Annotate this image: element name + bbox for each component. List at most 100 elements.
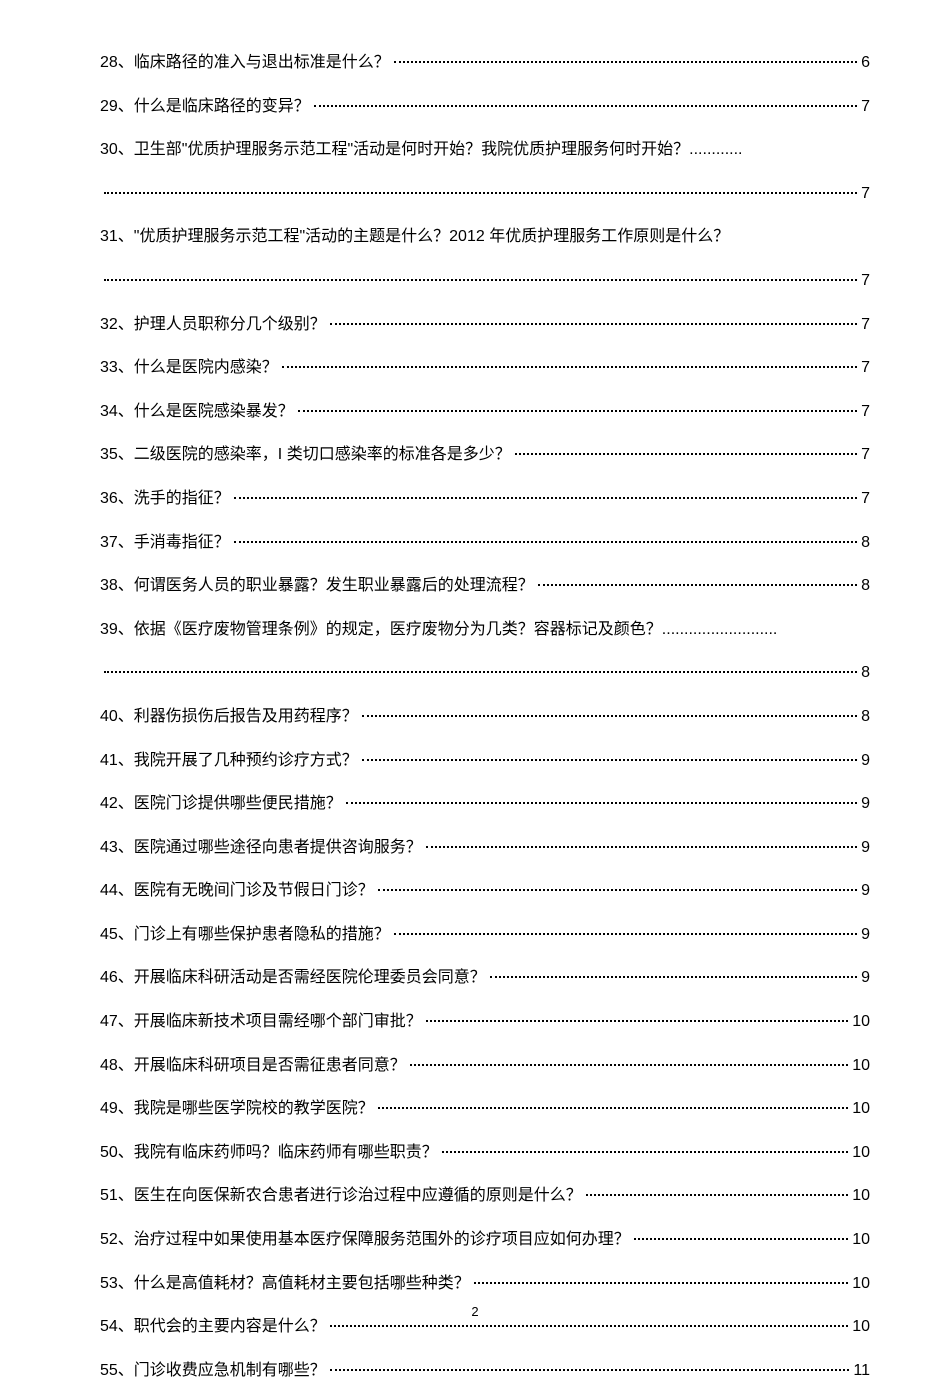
toc-leader-dots [282, 366, 857, 368]
toc-leader-dots [362, 759, 857, 761]
toc-text: 45、门诊上有哪些保护患者隐私的措施？ [100, 922, 390, 948]
toc-leader-dots [378, 1107, 848, 1109]
toc-leader-dots [234, 497, 857, 499]
toc-page: 7 [861, 181, 870, 207]
toc-text: 42、医院门诊提供哪些便民措施？ [100, 791, 342, 817]
toc-leader-dots [298, 410, 857, 412]
toc-entry: 28、临床路径的准入与退出标准是什么？6 [100, 50, 870, 76]
toc-page: 9 [861, 922, 870, 948]
toc-entry-multiline: 30、卫生部"优质护理服务示范工程"活动是何时开始？我院优质护理服务何时开始？.… [100, 137, 870, 206]
toc-entry: 49、我院是哪些医学院校的教学医院？ 10 [100, 1096, 870, 1122]
toc-page: 7 [861, 399, 870, 425]
toc-continuation: 7 [100, 181, 870, 207]
toc-text: 38、何谓医务人员的职业暴露？发生职业暴露后的处理流程？ [100, 573, 534, 599]
toc-entry: 44、医院有无晚间门诊及节假日门诊？ 9 [100, 878, 870, 904]
toc-entry: 32、护理人员职称分几个级别？7 [100, 312, 870, 338]
toc-page: 11 [853, 1358, 870, 1383]
toc-leader-dots [426, 1020, 848, 1022]
toc-page: 9 [861, 748, 870, 774]
toc-text: 29、什么是临床路径的变异？ [100, 94, 310, 120]
toc-entry: 38、何谓医务人员的职业暴露？发生职业暴露后的处理流程？8 [100, 573, 870, 599]
toc-page: 9 [861, 878, 870, 904]
toc-leader-dots [394, 61, 857, 63]
toc-page: 8 [861, 660, 870, 686]
toc-entry: 51、医生在向医保新农合患者进行诊治过程中应遵循的原则是什么？ 10 [100, 1183, 870, 1209]
toc-page: 10 [852, 1314, 870, 1340]
toc-entry: 34、什么是医院感染暴发？ 7 [100, 399, 870, 425]
toc-page: 9 [861, 835, 870, 861]
toc-entry: 35、二级医院的感染率，I 类切口感染率的标准各是多少？ 7 [100, 442, 870, 468]
toc-text: 43、医院通过哪些途径向患者提供咨询服务？ [100, 835, 422, 861]
toc-entry: 55、门诊收费应急机制有哪些？ 11 [100, 1358, 870, 1383]
toc-page: 7 [861, 268, 870, 294]
toc-container: 28、临床路径的准入与退出标准是什么？6 29、什么是临床路径的变异？ 7 30、卫生… [100, 50, 870, 1383]
toc-page: 10 [852, 1271, 870, 1297]
toc-leader-dots [234, 541, 857, 543]
toc-text: 51、医生在向医保新农合患者进行诊治过程中应遵循的原则是什么？ [100, 1183, 582, 1209]
toc-entry: 41、我院开展了几种预约诊疗方式？ 9 [100, 748, 870, 774]
toc-entry: 40、利器伤损伤后报告及用药程序？8 [100, 704, 870, 730]
toc-text: 41、我院开展了几种预约诊疗方式？ [100, 748, 358, 774]
toc-entry: 36、洗手的指征？7 [100, 486, 870, 512]
toc-entry-multiline: 31、"优质护理服务示范工程"活动的主题是什么？2012 年优质护理服务工作原则… [100, 224, 870, 293]
toc-leader-dots [515, 453, 857, 455]
toc-page: 10 [852, 1227, 870, 1253]
toc-leader-dots [490, 976, 857, 978]
toc-entry: 37、手消毒指征？8 [100, 530, 870, 556]
toc-leader-dots [426, 846, 857, 848]
toc-page: 7 [861, 486, 870, 512]
toc-continuation: 7 [100, 268, 870, 294]
toc-text: 52、治疗过程中如果使用基本医疗保障服务范围外的诊疗项目应如何办理？ [100, 1227, 630, 1253]
toc-page: 10 [852, 1053, 870, 1079]
toc-leader-dots [474, 1282, 848, 1284]
toc-leader-dots [442, 1151, 848, 1153]
toc-continuation: 8 [100, 660, 870, 686]
toc-leader-dots [410, 1064, 848, 1066]
toc-page: 9 [861, 791, 870, 817]
toc-page: 10 [852, 1183, 870, 1209]
toc-text: 35、二级医院的感染率，I 类切口感染率的标准各是多少？ [100, 442, 511, 468]
toc-entry-multiline: 39、依据《医疗废物管理条例》的规定，医疗废物分为几类？容器标记及颜色？....… [100, 617, 870, 686]
toc-page: 8 [861, 704, 870, 730]
toc-text: 55、门诊收费应急机制有哪些？ [100, 1358, 326, 1383]
toc-entry: 45、门诊上有哪些保护患者隐私的措施？ 9 [100, 922, 870, 948]
toc-text: 49、我院是哪些医学院校的教学医院？ [100, 1096, 374, 1122]
toc-entry: 48、开展临床科研项目是否需征患者同意？ 10 [100, 1053, 870, 1079]
toc-entry: 50、我院有临床药师吗？临床药师有哪些职责？10 [100, 1140, 870, 1166]
toc-leader-dots [378, 889, 857, 891]
toc-entry: 54、职代会的主要内容是什么？10 [100, 1314, 870, 1340]
toc-page: 9 [861, 965, 870, 991]
toc-entry: 29、什么是临床路径的变异？ 7 [100, 94, 870, 120]
toc-leader-dots [104, 279, 857, 281]
toc-page: 8 [861, 530, 870, 556]
toc-entry: 53、什么是高值耗材？高值耗材主要包括哪些种类？ 10 [100, 1271, 870, 1297]
toc-entry: 42、医院门诊提供哪些便民措施？ 9 [100, 791, 870, 817]
toc-leader-dots [330, 323, 857, 325]
toc-leader-dots [394, 933, 857, 935]
toc-leader-dots [538, 584, 857, 586]
toc-page: 10 [852, 1140, 870, 1166]
toc-entry: 33、什么是医院内感染？7 [100, 355, 870, 381]
toc-text: 53、什么是高值耗材？高值耗材主要包括哪些种类？ [100, 1271, 470, 1297]
toc-entry: 46、开展临床科研活动是否需经医院伦理委员会同意？ 9 [100, 965, 870, 991]
toc-text: 34、什么是医院感染暴发？ [100, 399, 294, 425]
toc-text: 32、护理人员职称分几个级别？ [100, 312, 326, 338]
toc-leader-dots [330, 1369, 850, 1371]
toc-text: 33、什么是医院内感染？ [100, 355, 278, 381]
toc-text: 44、医院有无晚间门诊及节假日门诊？ [100, 878, 374, 904]
toc-page: 10 [852, 1009, 870, 1035]
toc-page: 7 [861, 94, 870, 120]
toc-text: 48、开展临床科研项目是否需征患者同意？ [100, 1053, 406, 1079]
toc-page: 10 [852, 1096, 870, 1122]
toc-text: 30、卫生部"优质护理服务示范工程"活动是何时开始？我院优质护理服务何时开始？.… [100, 137, 870, 163]
toc-page: 7 [861, 442, 870, 468]
toc-text: 46、开展临床科研活动是否需经医院伦理委员会同意？ [100, 965, 486, 991]
toc-leader-dots [362, 715, 857, 717]
toc-entry: 52、治疗过程中如果使用基本医疗保障服务范围外的诊疗项目应如何办理？ 10 [100, 1227, 870, 1253]
toc-text: 47、开展临床新技术项目需经哪个部门审批？ [100, 1009, 422, 1035]
toc-entry: 47、开展临床新技术项目需经哪个部门审批？ 10 [100, 1009, 870, 1035]
toc-leader-dots [634, 1238, 848, 1240]
toc-text: 31、"优质护理服务示范工程"活动的主题是什么？2012 年优质护理服务工作原则… [100, 224, 870, 250]
toc-leader-dots [586, 1194, 848, 1196]
toc-text: 39、依据《医疗废物管理条例》的规定，医疗废物分为几类？容器标记及颜色？....… [100, 617, 870, 643]
